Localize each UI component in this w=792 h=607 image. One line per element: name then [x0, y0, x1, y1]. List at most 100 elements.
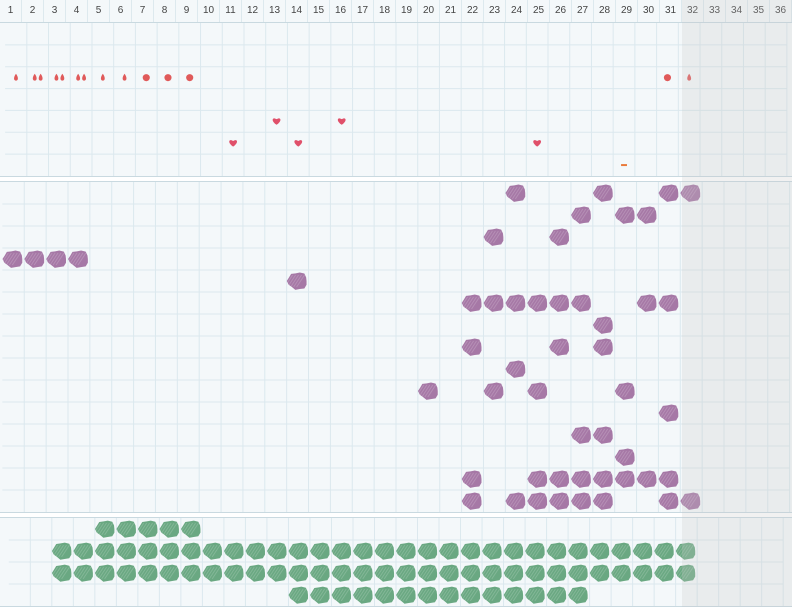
purple-block-icon [656, 404, 679, 422]
green-block-icon [587, 542, 610, 560]
green-block-icon [565, 586, 588, 604]
purple-block-icon [43, 250, 66, 268]
green-blocks-section [0, 517, 792, 607]
day-header-26: 26 [550, 0, 572, 22]
purple-block-icon [502, 492, 526, 510]
day-header-10: 10 [198, 0, 220, 22]
green-block-icon [372, 564, 395, 582]
green-block-icon [178, 564, 201, 582]
green-block-icon [651, 542, 674, 560]
green-block-icon [243, 542, 265, 560]
drop-single-icon [122, 73, 127, 81]
day-header-7: 7 [132, 0, 154, 22]
purple-block-icon [568, 206, 591, 224]
green-block-icon [264, 542, 287, 560]
green-block-icon [544, 564, 567, 582]
drop-single-icon [100, 73, 105, 81]
day-header-21: 21 [440, 0, 462, 22]
drop-single-icon [14, 73, 18, 81]
purple-block-icon [568, 294, 591, 312]
green-block-icon [329, 542, 352, 560]
green-block-icon [157, 520, 179, 538]
green-block-icon [92, 520, 115, 538]
day-header-24: 24 [506, 0, 528, 22]
green-block-icon [286, 542, 308, 560]
day-header-9: 9 [176, 0, 198, 22]
day-header-36: 36 [770, 0, 792, 22]
green-block-icon [221, 542, 244, 560]
day-header-row: 1 2 3 4 5 6 7 8 9 10 11 12 13 14 15 16 17 18 19 20 21 22 23 24 2… [0, 0, 792, 23]
day-header-11: 11 [220, 0, 242, 22]
green-block-icon [479, 564, 502, 582]
green-block-icon [436, 586, 459, 604]
green-block-icon [393, 542, 416, 560]
day-header-27: 27 [572, 0, 594, 22]
purple-block-icon [590, 338, 613, 356]
day-header-18: 18 [374, 0, 396, 22]
section-divider [0, 513, 792, 517]
day-header-4: 4 [66, 0, 88, 22]
purple-block-icon [459, 294, 482, 312]
heart-icon [272, 118, 281, 125]
green-block-icon [92, 542, 115, 560]
purple-block-icon [568, 470, 591, 488]
green-block-icon [630, 564, 653, 582]
purple-block-icon [634, 206, 657, 224]
purple-block-icon [481, 228, 504, 246]
green-block-icon [286, 586, 308, 604]
purple-block-icon [459, 338, 482, 356]
green-block-icon [630, 542, 653, 560]
day-header-8: 8 [154, 0, 176, 22]
green-block-icon [307, 542, 330, 560]
green-block-icon [393, 586, 416, 604]
green-block-icon [135, 564, 158, 582]
green-block-icon [544, 542, 567, 560]
green-block-icon [350, 586, 373, 604]
purple-block-icon [524, 382, 548, 400]
purple-block-icon [612, 470, 635, 488]
green-block-icon [479, 586, 502, 604]
purple-block-icon [590, 426, 613, 444]
day-header-5: 5 [88, 0, 110, 22]
green-block-icon [178, 520, 201, 538]
day-header-12: 12 [242, 0, 264, 22]
purple-block-icon [546, 338, 569, 356]
green-block-icon [329, 564, 352, 582]
green-block-icon [458, 564, 481, 582]
day-header-14: 14 [286, 0, 308, 22]
green-block-icon [243, 564, 265, 582]
green-block-icon [436, 564, 459, 582]
green-block-icon [350, 564, 373, 582]
green-block-icon [200, 542, 222, 560]
green-block-icon [479, 542, 502, 560]
purple-block-icon [656, 492, 679, 510]
green-block-icon [608, 542, 631, 560]
purple-block-icon [677, 184, 701, 202]
green-block-icon [522, 564, 545, 582]
symbol-markers-grid [5, 23, 788, 176]
green-block-icon [673, 564, 696, 582]
green-block-icon [113, 520, 136, 538]
purple-block-icon [502, 294, 526, 312]
day-header-17: 17 [352, 0, 374, 22]
day-header-3: 3 [44, 0, 66, 22]
drop-double-icon [76, 73, 87, 81]
day-header-13: 13 [264, 0, 286, 22]
day-header-28: 28 [594, 0, 616, 22]
green-block-icon [501, 564, 524, 582]
purple-block-icon [546, 492, 569, 510]
purple-block-icon [634, 470, 657, 488]
purple-block-icon [284, 272, 307, 290]
heart-icon [294, 140, 303, 147]
green-block-icon [458, 542, 481, 560]
purple-block-icon [656, 184, 679, 202]
day-header-16: 16 [330, 0, 352, 22]
green-block-icon [372, 586, 395, 604]
day-header-25: 25 [528, 0, 550, 22]
dot-icon [186, 74, 194, 82]
dot-icon [663, 74, 672, 82]
green-block-icon [544, 586, 567, 604]
green-block-icon [393, 564, 416, 582]
purple-block-icon [481, 294, 504, 312]
